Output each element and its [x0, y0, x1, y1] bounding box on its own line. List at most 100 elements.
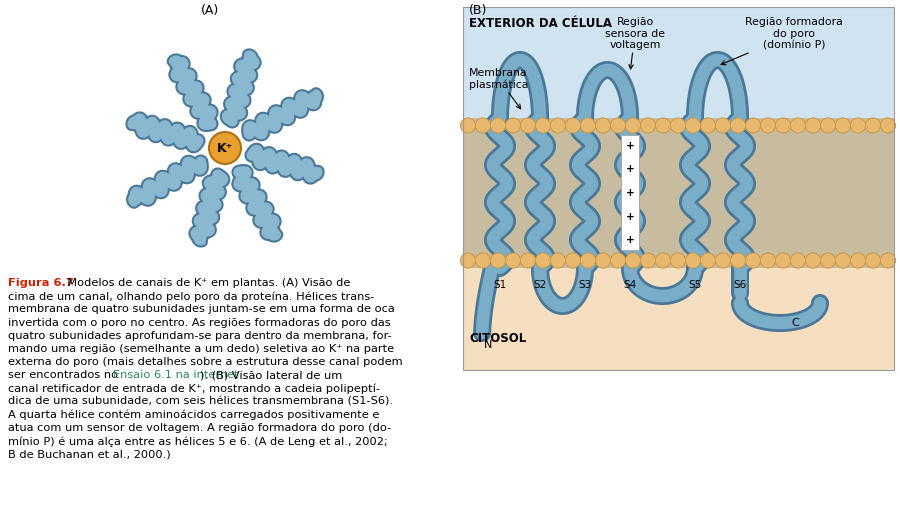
Circle shape	[880, 118, 896, 133]
Text: S5: S5	[688, 280, 702, 290]
Circle shape	[536, 253, 551, 268]
Text: S6: S6	[734, 280, 747, 290]
Circle shape	[610, 253, 626, 268]
Bar	[463, 7, 894, 370]
Circle shape	[491, 253, 506, 268]
Circle shape	[551, 253, 565, 268]
Circle shape	[580, 118, 596, 133]
Circle shape	[835, 118, 850, 133]
Circle shape	[655, 253, 670, 268]
Circle shape	[475, 253, 491, 268]
Circle shape	[520, 253, 536, 268]
Circle shape	[580, 118, 596, 133]
Circle shape	[565, 253, 581, 268]
Circle shape	[821, 253, 835, 268]
Circle shape	[596, 253, 610, 268]
Circle shape	[821, 118, 835, 133]
Circle shape	[686, 118, 700, 133]
Text: +: +	[626, 165, 634, 174]
Circle shape	[850, 118, 866, 133]
Circle shape	[596, 118, 610, 133]
Text: cima de um canal, olhando pelo poro da proteína. Hélices trans-: cima de um canal, olhando pelo poro da p…	[8, 291, 374, 302]
Text: externa do poro (mais detalhes sobre a estrutura desse canal podem: externa do poro (mais detalhes sobre a e…	[8, 357, 402, 367]
Text: +: +	[626, 235, 634, 245]
Circle shape	[461, 118, 475, 133]
Circle shape	[880, 118, 896, 133]
Circle shape	[565, 118, 581, 133]
Circle shape	[536, 118, 551, 133]
Circle shape	[700, 253, 716, 268]
Circle shape	[716, 118, 731, 133]
Circle shape	[655, 118, 670, 133]
Circle shape	[551, 253, 565, 268]
Text: Ensaio 6.1 na internet: Ensaio 6.1 na internet	[113, 370, 238, 380]
Text: Região
sensora de
voltagem: Região sensora de voltagem	[605, 17, 665, 69]
Bar	[621, 135, 639, 250]
Circle shape	[850, 253, 866, 268]
Circle shape	[491, 118, 506, 133]
Circle shape	[506, 253, 520, 268]
Circle shape	[850, 253, 866, 268]
Circle shape	[776, 253, 790, 268]
Circle shape	[475, 118, 491, 133]
Circle shape	[491, 253, 506, 268]
Circle shape	[551, 118, 565, 133]
Text: EXTERIOR DA CÉLULA: EXTERIOR DA CÉLULA	[469, 17, 612, 30]
Circle shape	[700, 253, 716, 268]
Circle shape	[835, 253, 850, 268]
Circle shape	[866, 118, 880, 133]
Circle shape	[641, 253, 655, 268]
Circle shape	[506, 118, 520, 133]
Circle shape	[776, 118, 790, 133]
Text: S4: S4	[624, 280, 636, 290]
Text: +: +	[626, 141, 634, 151]
Text: C: C	[791, 318, 799, 328]
Text: +: +	[626, 212, 634, 222]
Circle shape	[580, 253, 596, 268]
Circle shape	[536, 118, 551, 133]
Circle shape	[880, 253, 896, 268]
Circle shape	[760, 118, 776, 133]
Circle shape	[866, 253, 880, 268]
Circle shape	[670, 253, 686, 268]
Circle shape	[745, 118, 760, 133]
Circle shape	[806, 118, 821, 133]
Circle shape	[835, 118, 850, 133]
Circle shape	[520, 118, 536, 133]
Circle shape	[790, 253, 806, 268]
Circle shape	[716, 253, 731, 268]
Circle shape	[866, 118, 880, 133]
Circle shape	[475, 118, 491, 133]
Text: S2: S2	[534, 280, 546, 290]
Circle shape	[655, 253, 670, 268]
Bar	[463, 118, 894, 268]
Circle shape	[209, 132, 241, 164]
Circle shape	[731, 253, 745, 268]
Circle shape	[596, 118, 610, 133]
Text: mínio P) é uma alça entre as hélices 5 e 6. (A de Leng et al., 2002;: mínio P) é uma alça entre as hélices 5 e…	[8, 436, 388, 447]
Circle shape	[716, 118, 731, 133]
Text: Região formadora
do poro
(domínio P): Região formadora do poro (domínio P)	[721, 17, 843, 65]
Text: Modelos de canais de K⁺ em plantas. (A) Visão de: Modelos de canais de K⁺ em plantas. (A) …	[60, 278, 350, 288]
Circle shape	[626, 253, 641, 268]
Circle shape	[475, 253, 491, 268]
Circle shape	[596, 253, 610, 268]
Text: N: N	[484, 340, 492, 350]
Circle shape	[551, 118, 565, 133]
Text: CITOSOL: CITOSOL	[469, 332, 526, 345]
Circle shape	[790, 253, 806, 268]
Circle shape	[731, 253, 745, 268]
Text: atua com um sensor de voltagem. A região formadora do poro (do-: atua com um sensor de voltagem. A região…	[8, 423, 392, 433]
Circle shape	[880, 253, 896, 268]
Text: K⁺: K⁺	[217, 141, 233, 155]
Circle shape	[731, 118, 745, 133]
Circle shape	[626, 253, 641, 268]
Text: quatro subunidades aprofundam-se para dentro da membrana, for-: quatro subunidades aprofundam-se para de…	[8, 331, 392, 341]
Circle shape	[821, 118, 835, 133]
Text: Membrana
plasmática: Membrana plasmática	[469, 68, 528, 109]
Text: +: +	[626, 188, 634, 198]
Circle shape	[806, 253, 821, 268]
Text: S1: S1	[493, 280, 507, 290]
Circle shape	[700, 118, 716, 133]
Circle shape	[866, 253, 880, 268]
